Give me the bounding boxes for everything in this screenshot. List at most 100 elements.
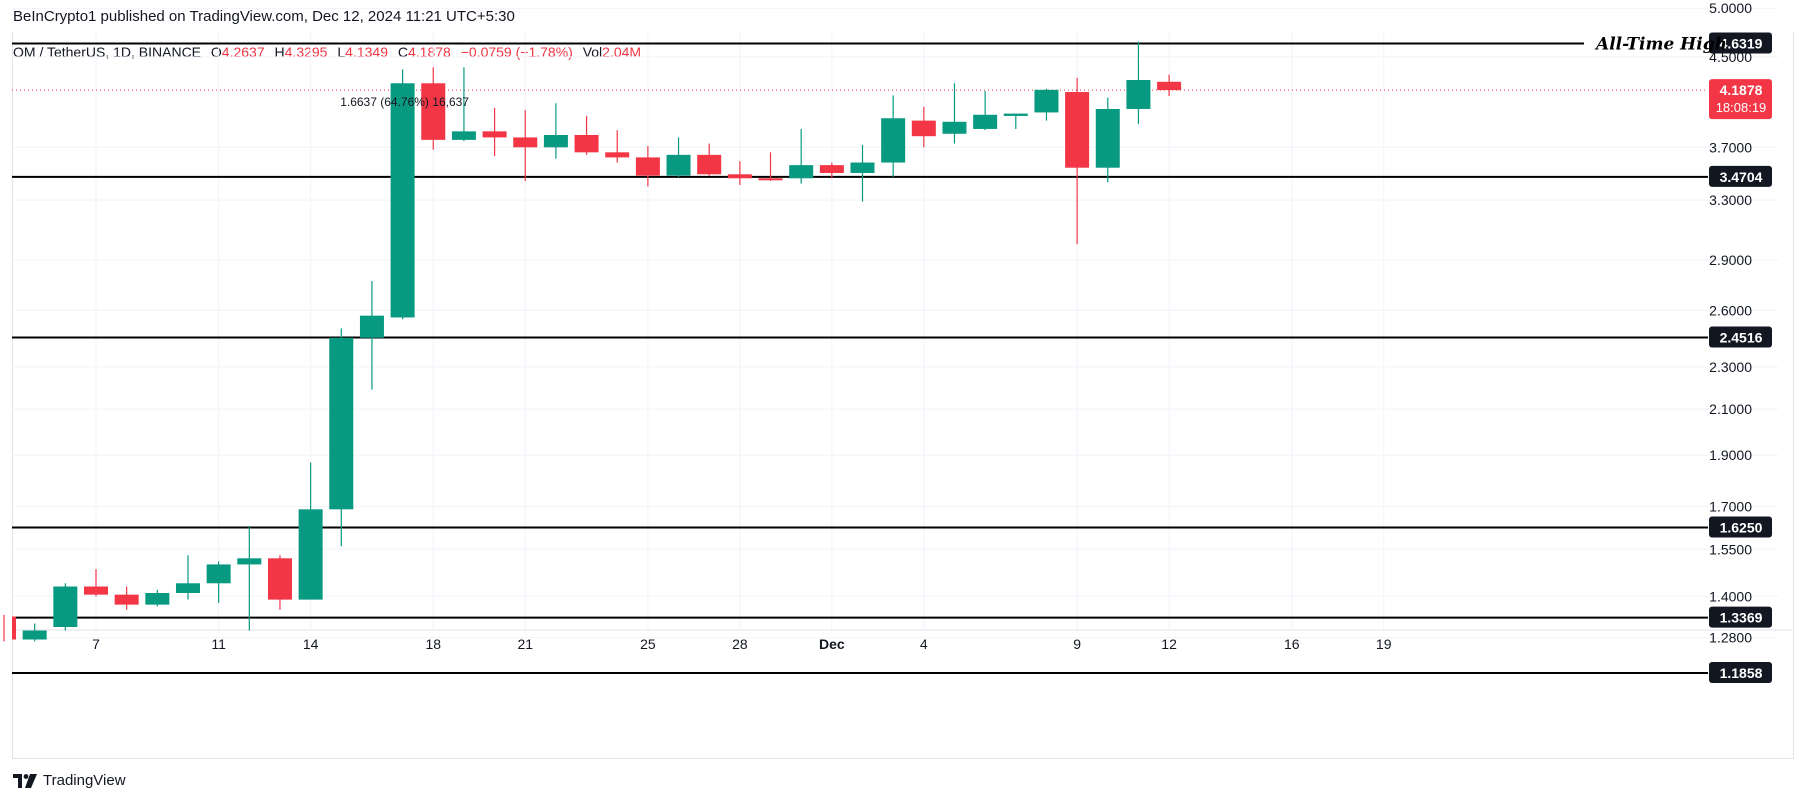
candles-layer (3, 41, 1182, 642)
current-price-bg (1709, 79, 1772, 120)
x-tick-label: 21 (517, 636, 533, 652)
candle-body (1003, 113, 1028, 116)
candle-body (390, 83, 415, 318)
bullish-candle (973, 90, 998, 131)
candle-body (206, 564, 231, 584)
candle-body (421, 83, 446, 140)
candle-body (12, 616, 17, 640)
bullish-candle (359, 281, 384, 390)
candle-body (145, 593, 170, 605)
bullish-candle (942, 83, 967, 144)
ath-label: All-Time High (1594, 35, 1727, 55)
candle-body (666, 154, 691, 176)
tradingview-logo-icon[interactable] (13, 773, 37, 788)
labels-layer: 5.00004.50003.70003.30002.90002.60002.30… (92, 0, 1772, 684)
x-tick-label: 11 (211, 636, 226, 652)
bearish-candle (421, 67, 446, 150)
bullish-candle (1034, 88, 1059, 121)
level-tag-bg (1709, 326, 1772, 348)
bearish-candle (1157, 74, 1182, 96)
x-tick-label: 16 (1284, 636, 1300, 652)
candle-body (513, 137, 538, 148)
y-tick-label: 1.5500 (1709, 541, 1752, 557)
candle-body (697, 154, 722, 175)
level-tag-text: 2.4516 (1720, 329, 1763, 345)
y-tick-label: 2.1000 (1709, 401, 1752, 417)
bearish-candle (697, 143, 722, 176)
y-tick-label: 1.2800 (1709, 630, 1752, 646)
change-value: −0.0759 (−1.78%) (460, 44, 573, 60)
high-label: H (274, 44, 285, 60)
open-value: 4.2637 (221, 44, 265, 60)
candle-body (574, 134, 599, 153)
bearish-candle (727, 161, 752, 186)
bearish-candle (574, 115, 599, 155)
y-tick-label: 2.9000 (1709, 252, 1752, 268)
x-tick-label: 4 (920, 636, 928, 652)
candle-body (727, 174, 752, 179)
close-value: 4.1878 (408, 44, 451, 60)
bullish-candle (666, 137, 691, 177)
bullish-candle (543, 103, 568, 159)
candle-body (451, 131, 476, 140)
close-label: C (397, 44, 408, 60)
bullish-candle (1003, 113, 1028, 129)
candle-body (359, 315, 384, 338)
x-tick-label: 25 (640, 636, 656, 652)
y-tick-label: 1.9000 (1709, 447, 1752, 463)
candle-body (819, 165, 844, 173)
chart-frame (12, 32, 1794, 759)
level-price-tag: 1.6250 (1709, 516, 1772, 538)
measure-annotation: 1.6637 (64.76%) 16,637 (340, 95, 469, 109)
high-value: 4.3295 (284, 44, 328, 60)
bullish-candle (451, 67, 476, 142)
candle-body (942, 121, 967, 134)
level-tag-bg (1709, 516, 1772, 538)
candle-body (758, 178, 783, 181)
candle-body (911, 120, 936, 137)
bullish-candle (22, 623, 47, 642)
candle-body (881, 118, 906, 163)
candle-body (635, 157, 660, 176)
candle-body (789, 165, 814, 179)
symbol-name[interactable]: OM / TetherUS, 1D, BINANCE (13, 44, 202, 60)
level-price-tag: 3.4704 (1709, 165, 1772, 187)
candle-body (1095, 108, 1120, 168)
x-tick-label: Dec (819, 636, 845, 652)
x-tick-label: 9 (1073, 636, 1081, 652)
bearish-candle (482, 107, 507, 157)
low-value: 4.1349 (345, 44, 388, 60)
bearish-candle (114, 586, 139, 610)
x-tick-label: 28 (732, 636, 748, 652)
support-resistance-layer (12, 42, 1708, 675)
bullish-candle (789, 128, 814, 184)
bullish-candle (881, 95, 906, 177)
bullish-candle (390, 69, 415, 320)
level-price-tag: 1.3369 (1709, 606, 1772, 628)
candle-body (850, 162, 875, 173)
x-tick-label: 18 (425, 636, 441, 652)
y-tick-label: 3.7000 (1709, 139, 1752, 155)
symbol-info-bar: OM / TetherUS, 1D, BINANCE O4.2637 H4.32… (13, 44, 641, 60)
candle-body (329, 337, 354, 510)
attribution-text: BeInCrypto1 published on TradingView.com… (13, 8, 515, 25)
x-tick-label: 7 (92, 636, 100, 652)
candle-body (267, 558, 292, 600)
bullish-candle (237, 526, 262, 631)
bearish-candle (84, 569, 108, 597)
bullish-candle (206, 561, 231, 603)
y-tick-label: 3.3000 (1709, 192, 1752, 208)
candle-body (973, 114, 998, 129)
bullish-candle (145, 589, 170, 607)
tradingview-brand[interactable]: TradingView (43, 772, 126, 789)
bullish-candle (1095, 97, 1120, 183)
candle-body (175, 583, 200, 594)
level-tag-bg (1709, 165, 1772, 187)
candle-countdown: 18:08:19 (1716, 100, 1767, 115)
volume-value: 2.04M (602, 44, 642, 60)
bullish-candle (53, 583, 78, 631)
candle-body (605, 152, 630, 158)
candle-body (482, 131, 507, 138)
candle-body (1034, 89, 1059, 113)
